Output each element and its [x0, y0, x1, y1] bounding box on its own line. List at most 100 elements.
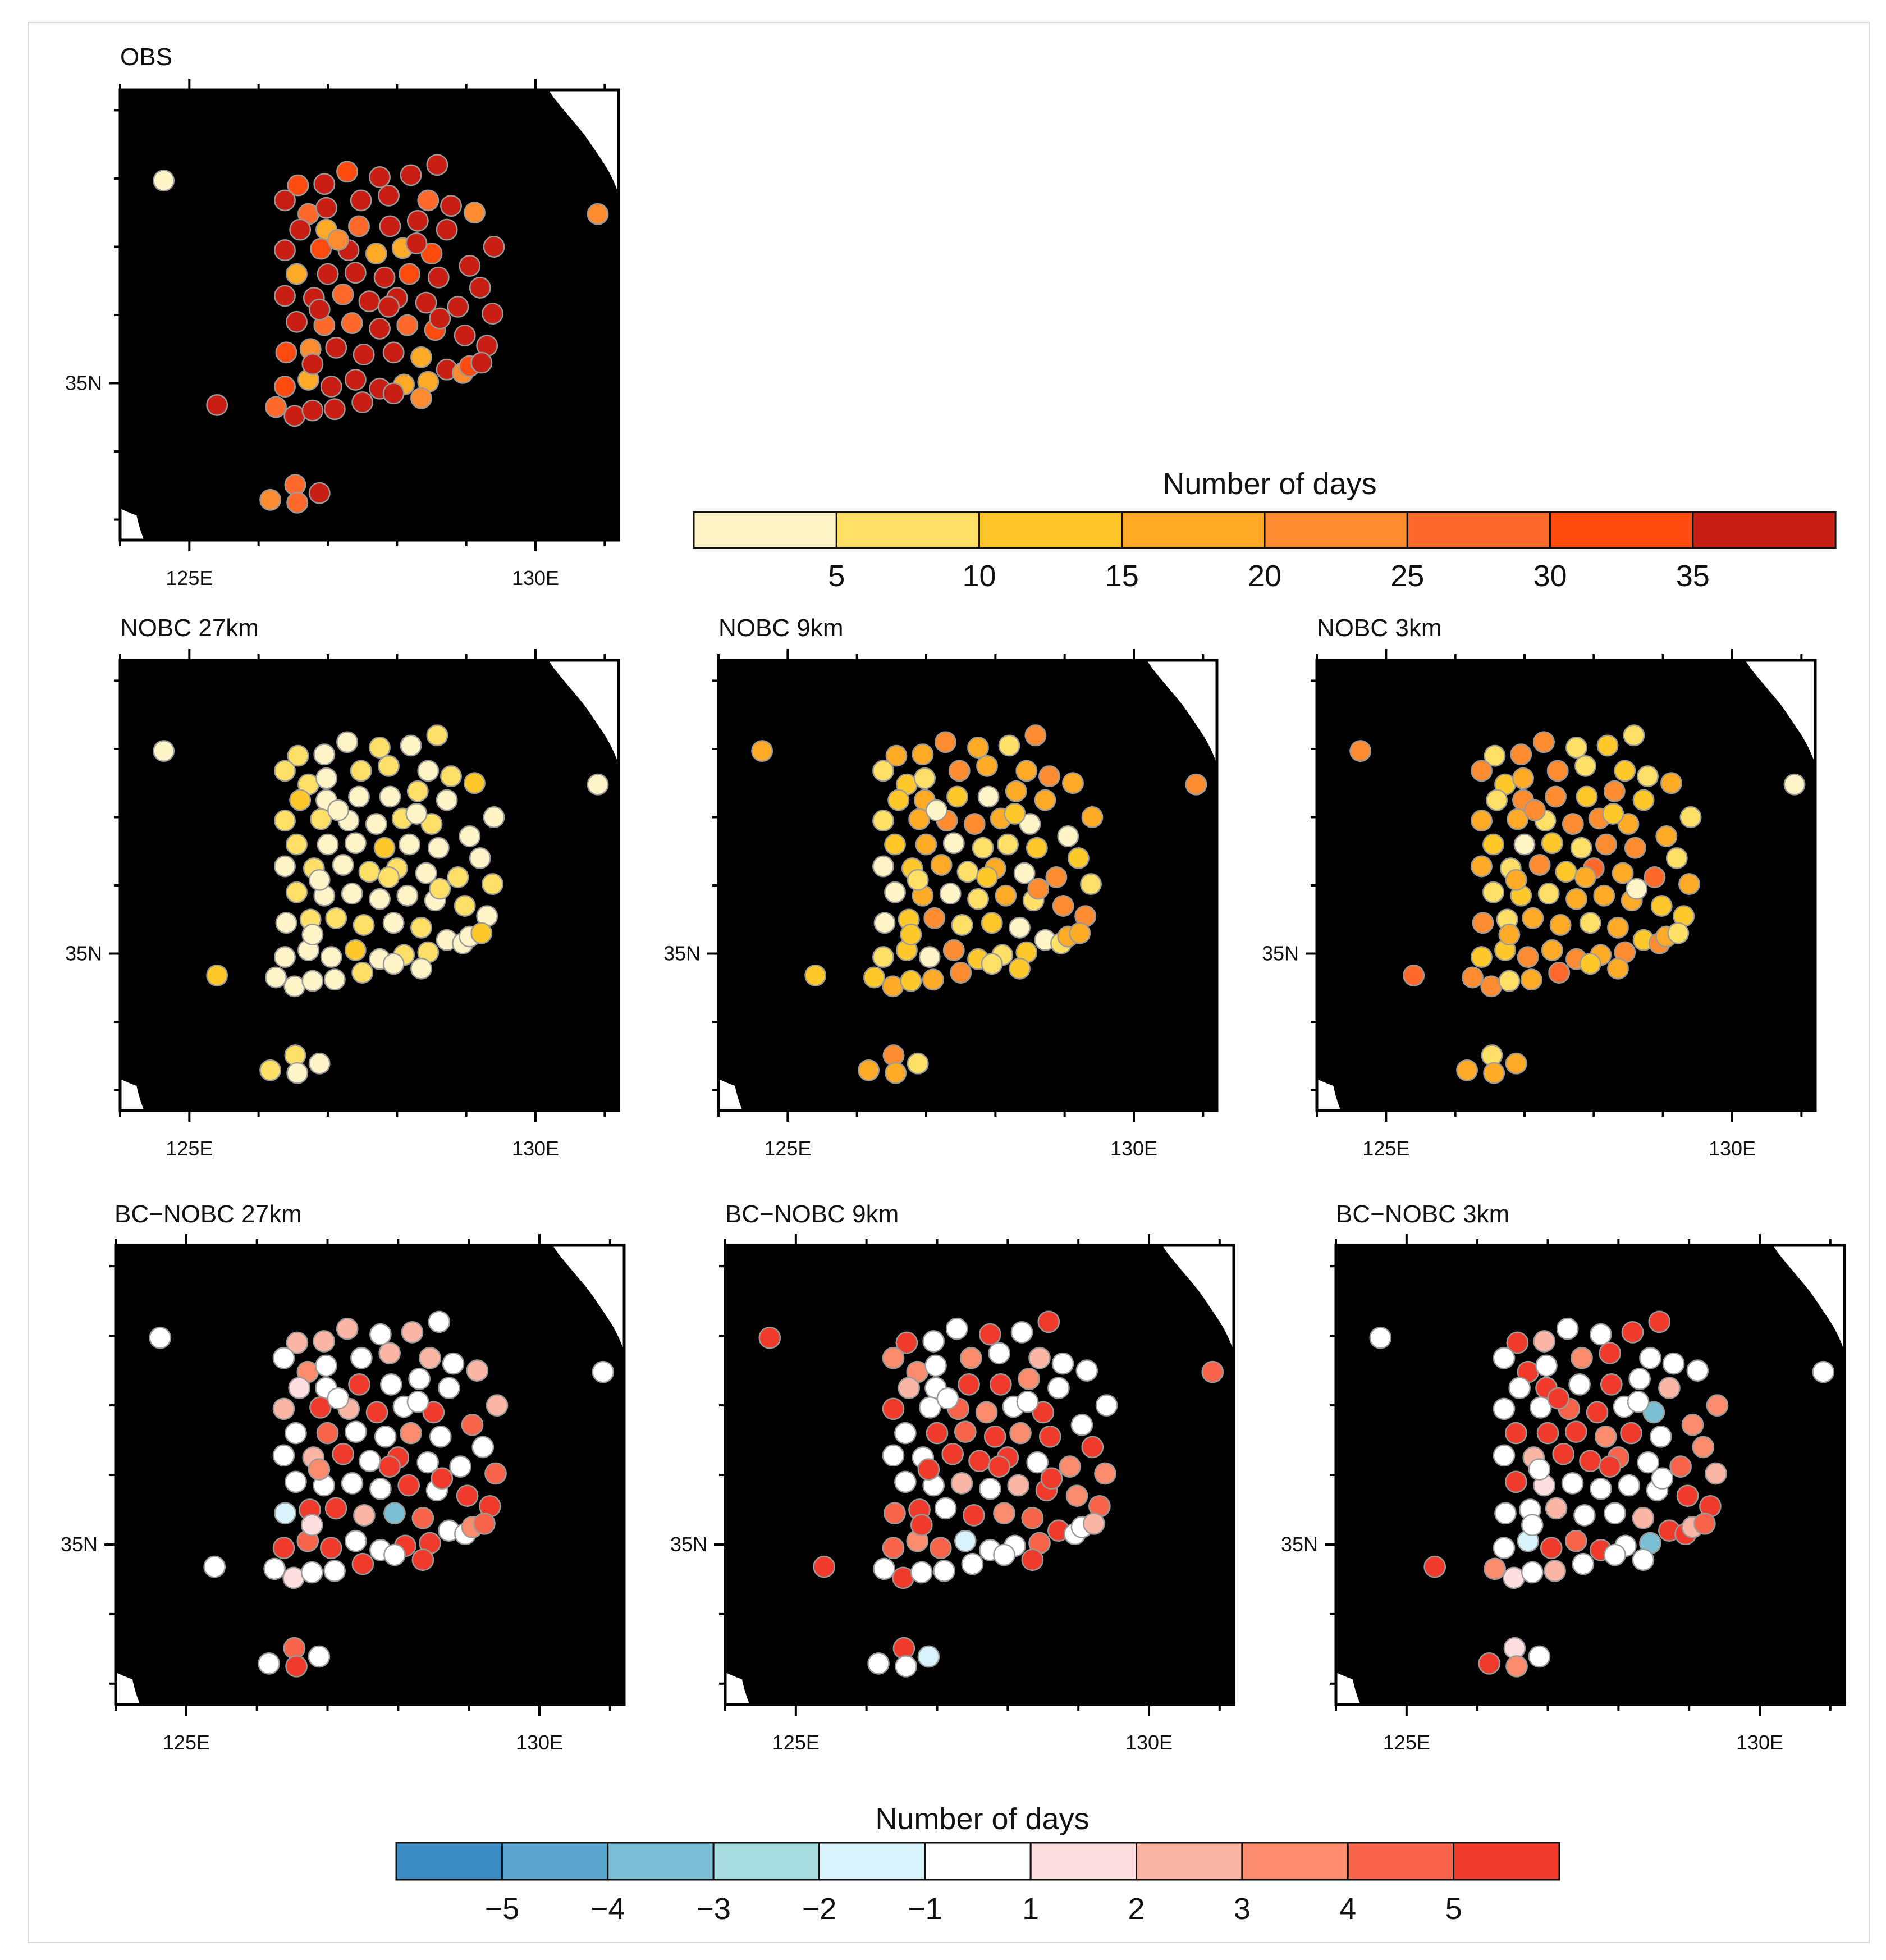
- station-marker: [882, 1346, 905, 1369]
- station-marker: [1693, 1512, 1716, 1535]
- station-marker: [918, 946, 941, 968]
- station-marker: [396, 884, 419, 907]
- station-marker: [427, 837, 450, 859]
- station-marker: [1032, 1401, 1055, 1424]
- station-marker: [272, 1397, 295, 1420]
- station-marker: [1493, 1397, 1516, 1420]
- station-marker: [1618, 1474, 1641, 1497]
- station-marker: [336, 161, 358, 183]
- station-marker: [323, 1560, 346, 1582]
- station-marker: [447, 866, 469, 888]
- station-marker: [317, 833, 339, 856]
- station-marker: [1579, 953, 1601, 975]
- station-marker: [1595, 833, 1617, 856]
- station-marker: [939, 883, 962, 905]
- station-marker: [272, 1346, 295, 1369]
- station-marker: [1528, 854, 1551, 876]
- colorbar-diff-label: −1: [908, 1892, 942, 1926]
- station-marker: [935, 731, 956, 753]
- station-marker: [400, 1422, 422, 1445]
- station-marker: [1070, 1413, 1093, 1436]
- colorbar-abs-swatch: [693, 511, 837, 549]
- station-marker: [310, 237, 332, 260]
- station-marker: [948, 760, 971, 782]
- station-marker: [1623, 724, 1645, 747]
- station-marker: [1600, 1373, 1623, 1396]
- station-marker: [1483, 1062, 1505, 1084]
- station-marker: [406, 209, 429, 232]
- colorbar-diff-label: 2: [1128, 1892, 1145, 1926]
- station-marker: [946, 785, 968, 808]
- station-marker: [1520, 968, 1542, 991]
- station-marker: [336, 1317, 359, 1340]
- station-marker: [1574, 755, 1596, 777]
- colorbar-diff-title: Number of days: [875, 1802, 1089, 1836]
- station-marker: [1632, 1548, 1655, 1571]
- station-marker: [885, 744, 908, 767]
- station-marker: [286, 881, 308, 903]
- station-marker: [882, 1444, 905, 1467]
- station-marker: [954, 1420, 977, 1443]
- station-marker: [968, 1450, 991, 1473]
- station-marker: [153, 170, 175, 192]
- station-marker: [1505, 1470, 1527, 1493]
- colorbar-diff-label: 1: [1022, 1892, 1039, 1926]
- station-marker: [286, 310, 308, 333]
- station-marker: [1624, 837, 1646, 859]
- station-marker: [1506, 1331, 1529, 1354]
- station-marker: [1678, 873, 1700, 896]
- station-marker: [153, 740, 175, 762]
- station-marker: [442, 1352, 465, 1375]
- station-marker: [1095, 1394, 1118, 1417]
- station-marker: [1620, 1422, 1642, 1445]
- station-marker: [1037, 1310, 1060, 1333]
- colorbar-diff-label: 4: [1339, 1892, 1356, 1926]
- station-marker: [979, 1477, 1001, 1500]
- station-marker: [1013, 862, 1036, 884]
- station-marker: [977, 785, 1000, 808]
- station-marker: [1005, 780, 1027, 802]
- station-marker: [954, 1529, 977, 1552]
- station-marker: [813, 1555, 836, 1578]
- station-marker: [203, 1555, 226, 1578]
- station-marker: [981, 953, 1003, 975]
- x-tick-label: 130E: [1709, 1137, 1756, 1160]
- station-marker: [960, 1346, 982, 1369]
- x-tick-label: 125E: [1383, 1731, 1430, 1754]
- station-marker: [1571, 1346, 1593, 1369]
- station-marker: [1705, 1462, 1727, 1485]
- station-marker: [1564, 1420, 1587, 1443]
- station-marker: [1052, 895, 1074, 917]
- station-marker: [365, 813, 387, 835]
- station-marker: [1028, 1346, 1051, 1369]
- station-marker: [936, 1387, 959, 1410]
- x-tick-label: 125E: [1362, 1137, 1409, 1160]
- colorbar-diff-swatch: [818, 1842, 926, 1881]
- station-marker: [378, 1455, 401, 1478]
- station-marker: [872, 855, 894, 878]
- station-marker: [587, 203, 609, 225]
- station-marker: [382, 341, 405, 364]
- station-marker: [283, 975, 306, 998]
- station-marker: [313, 1330, 336, 1353]
- station-marker: [592, 1360, 615, 1383]
- station-marker: [1642, 1401, 1665, 1424]
- colorbar-diff-swatch: [395, 1842, 503, 1881]
- station-marker: [359, 1450, 381, 1473]
- station-marker: [431, 1467, 454, 1490]
- station-marker: [1594, 1425, 1617, 1448]
- station-marker: [369, 1477, 392, 1500]
- station-marker: [945, 1317, 968, 1340]
- station-marker: [1579, 912, 1601, 934]
- station-marker: [1493, 1444, 1516, 1467]
- station-marker: [1471, 855, 1493, 878]
- station-marker: [459, 825, 481, 847]
- station-marker: [1067, 847, 1090, 869]
- station-marker: [917, 1645, 940, 1668]
- station-marker: [895, 1331, 918, 1354]
- station-marker: [369, 888, 391, 910]
- station-marker: [1038, 1425, 1061, 1448]
- station-marker: [308, 1645, 331, 1668]
- station-marker: [1471, 760, 1493, 782]
